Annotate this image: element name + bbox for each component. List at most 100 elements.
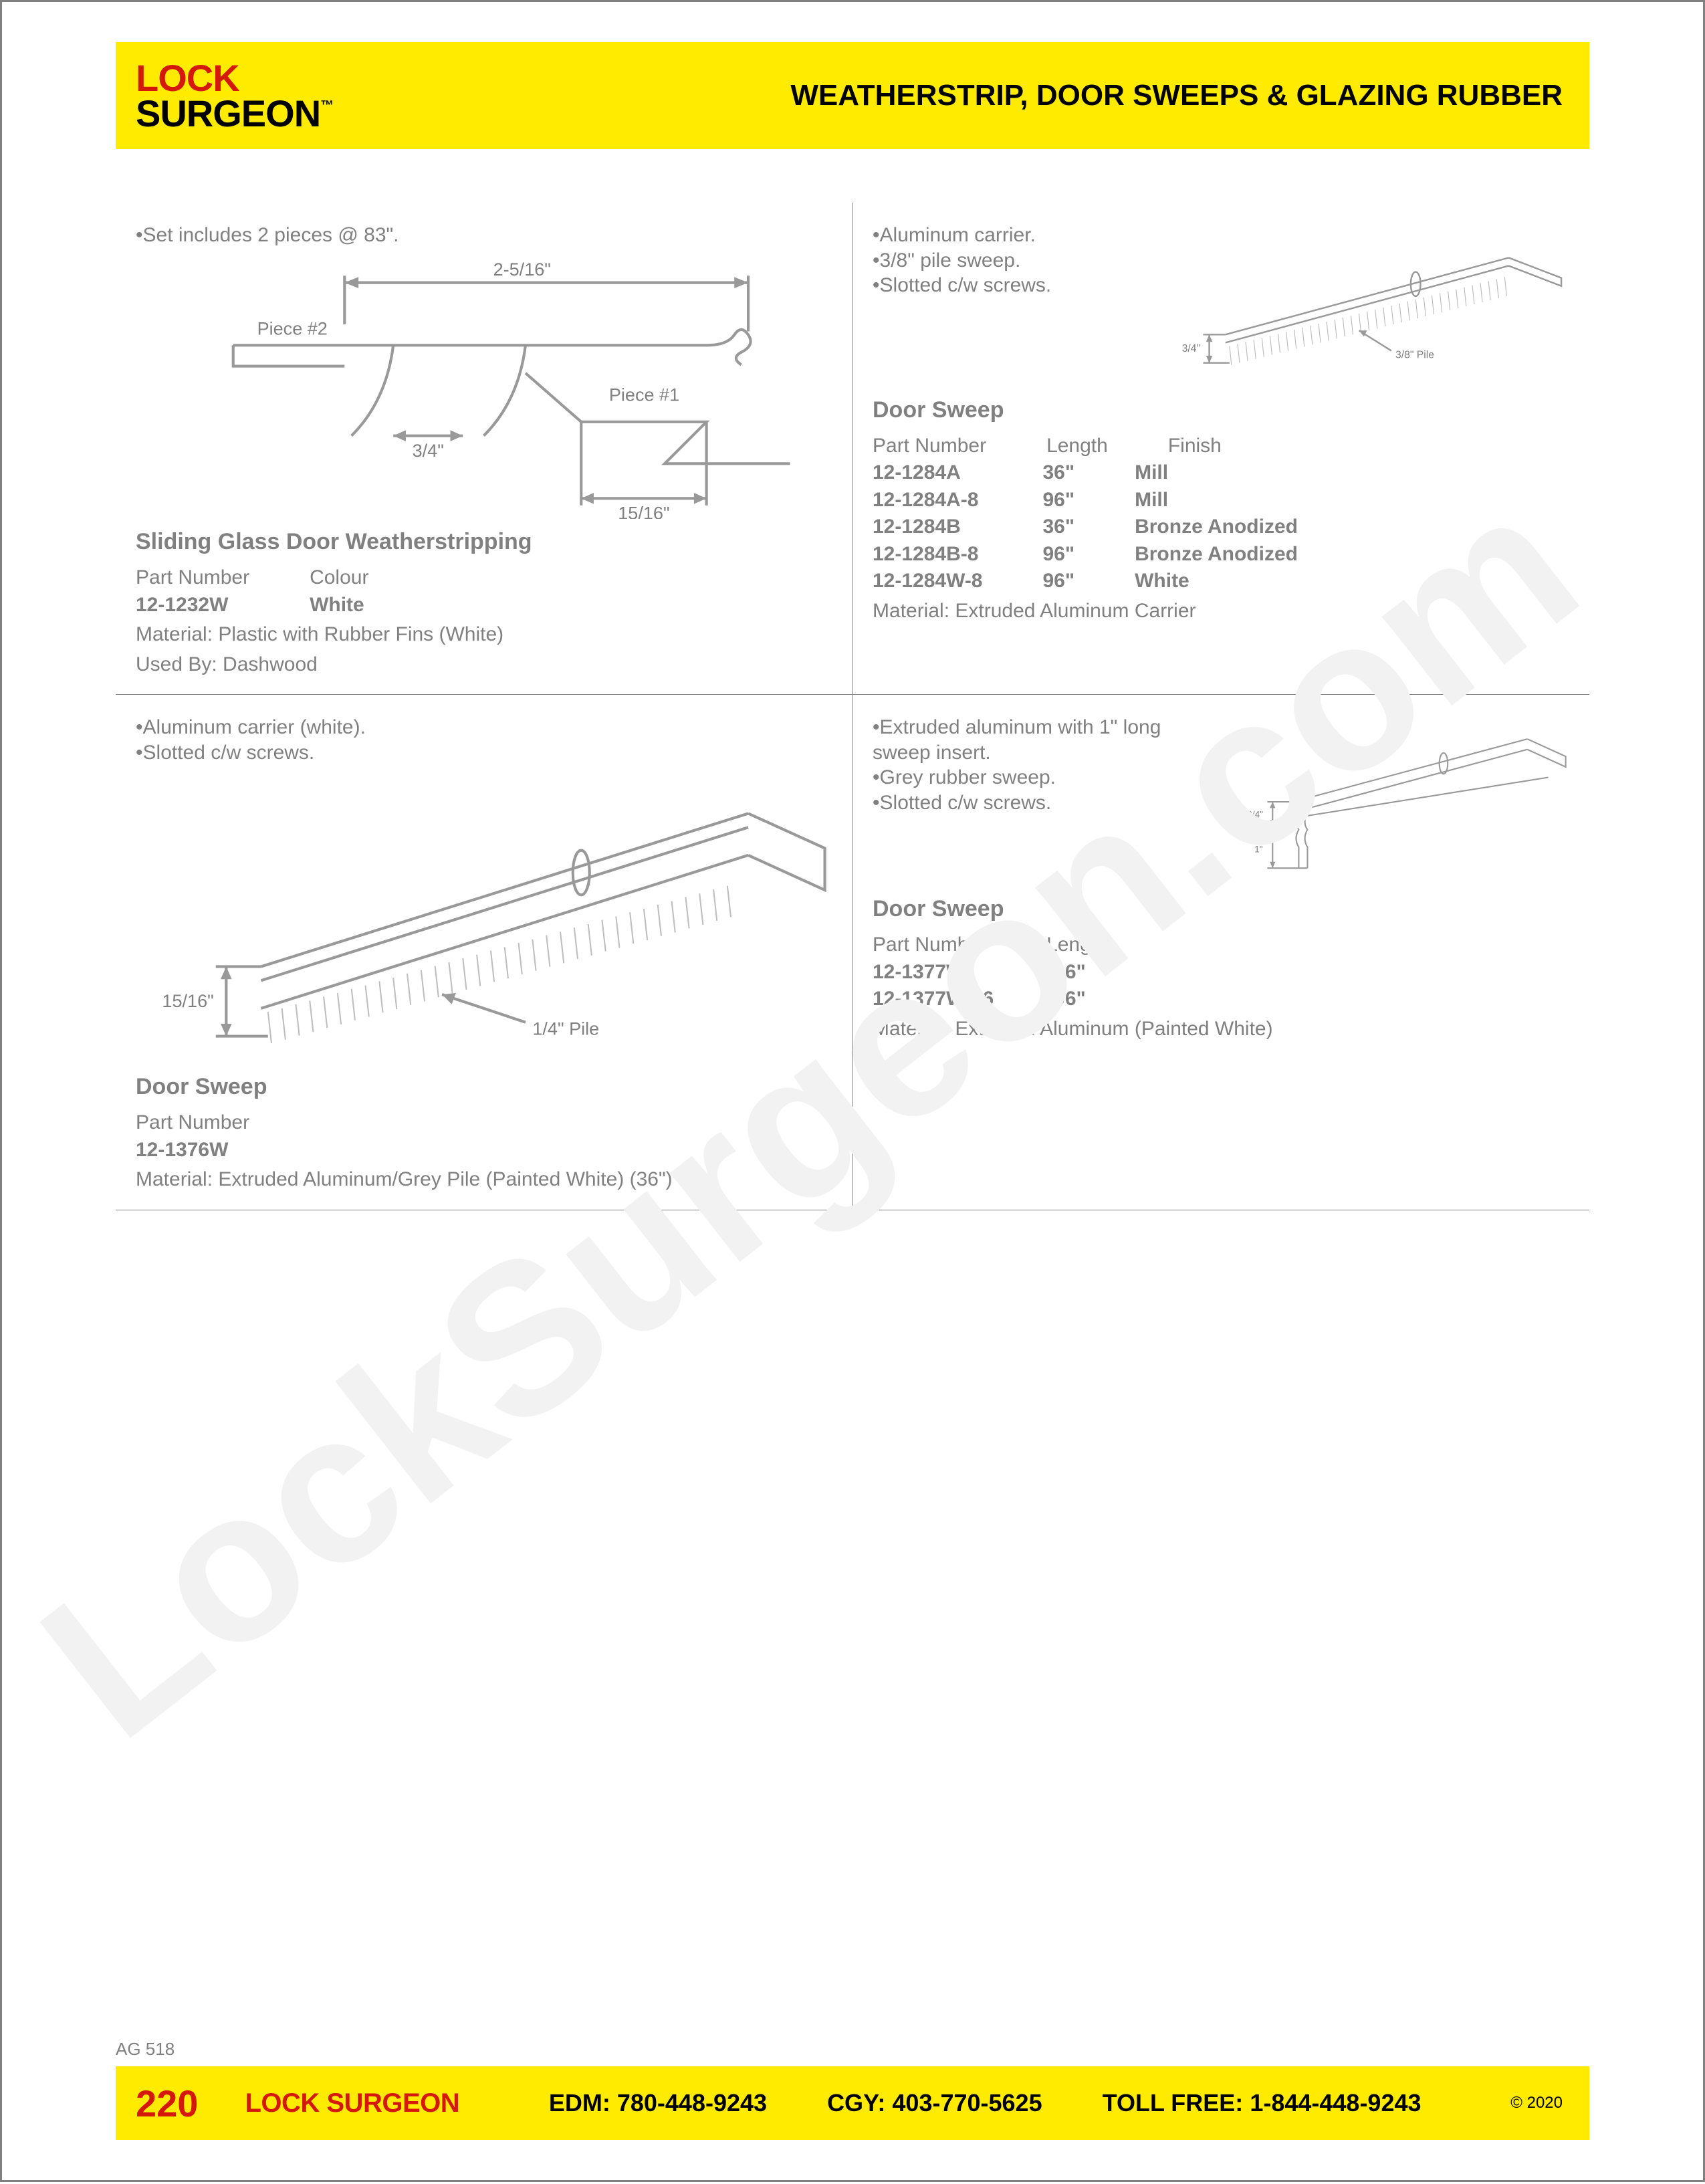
spec-row: 12-1377W36" [873, 959, 1146, 986]
spec-table: 12-1284A36"Mill12-1284A-896"Mill12-1284B… [873, 459, 1358, 595]
col-header: Length [1046, 433, 1168, 460]
col-header: Length [1046, 932, 1168, 959]
note-line: Aluminum carrier (white). [136, 715, 832, 740]
meta-line: Used By: Dashwood [136, 651, 832, 679]
part-number: 12-1284A-8 [873, 487, 1043, 514]
spec-value: 96" [1054, 986, 1146, 1013]
diagram-door-sweep-1376: 15/16" 1/4" Pile [136, 772, 832, 1067]
spec-value: White [310, 592, 429, 619]
content-area: Set includes 2 pieces @ 83". [116, 203, 1589, 2006]
svg-text:1/4" Pile: 1/4" Pile [532, 1019, 599, 1039]
copyright: © 2020 [1510, 2094, 1563, 2112]
spec-value: White [1135, 568, 1358, 595]
spec-row: 12-1284B-896"Bronze Anodized [873, 541, 1358, 568]
note-line: Set includes 2 pieces @ 83". [136, 223, 832, 248]
col-header: Part Number [136, 564, 310, 592]
part-number: 12-1377W-96 [873, 986, 1054, 1013]
spec-value: 36" [1043, 514, 1135, 541]
part-number: 12-1284B [873, 514, 1043, 541]
part-number: 12-1377W [873, 959, 1054, 986]
part-number: 12-1376W [136, 1137, 310, 1164]
meta-line: Material: Extruded Aluminum (Painted Whi… [873, 1016, 1569, 1043]
spec-value: 36" [1054, 959, 1146, 986]
col-header: Finish [1168, 433, 1282, 460]
contact-phone: 1-844-448-9243 [1250, 2089, 1421, 2116]
product-card-door-sweep-1377: Extruded aluminum with 1" long sweep ins… [852, 695, 1589, 1210]
note-line: Slotted c/w screws. [136, 740, 832, 766]
col-header: Colour [310, 564, 429, 592]
product-card-door-sweep-1376: Aluminum carrier (white). Slotted c/w sc… [116, 695, 852, 1210]
product-title: Sliding Glass Door Weatherstripping [136, 529, 832, 555]
note-line: Grey rubber sweep. [873, 765, 1207, 790]
note-line: Extruded aluminum with 1" long sweep ins… [873, 715, 1207, 765]
product-card-sliding-glass: Set includes 2 pieces @ 83". [116, 203, 852, 695]
col-header: Part Number [873, 433, 1046, 460]
svg-text:1": 1" [1254, 845, 1263, 855]
svg-text:3/4": 3/4" [1181, 343, 1200, 354]
svg-text:3/4": 3/4" [1248, 810, 1264, 820]
col-header: Part Number [136, 1109, 310, 1137]
meta-line: Material: Plastic with Rubber Fins (Whit… [136, 621, 832, 649]
product-notes: Aluminum carrier. 3/8" pile sweep. Slott… [873, 223, 1151, 298]
spec-table: Part Number Length [873, 932, 1168, 959]
svg-text:3/8" Pile: 3/8" Pile [1395, 349, 1434, 360]
spec-row: 12-1284A36"Mill [873, 459, 1358, 487]
contact-phone: 780-448-9243 [617, 2089, 767, 2116]
note-line: Slotted c/w screws. [873, 790, 1207, 816]
svg-text:Piece #2: Piece #2 [257, 318, 328, 338]
product-card-door-sweep-1284: Aluminum carrier. 3/8" pile sweep. Slott… [852, 203, 1589, 695]
spec-table: Part Number Length Finish [873, 433, 1282, 460]
note-line: 3/8" pile sweep. [873, 248, 1151, 274]
spec-row: 12-1376W [136, 1137, 310, 1164]
contact-phone: 403-770-5625 [892, 2089, 1042, 2116]
part-number: 12-1232W [136, 592, 310, 619]
page-number: 220 [136, 2082, 198, 2125]
contact-label: CGY: [827, 2089, 885, 2116]
header-band: LOCK SURGEON™ WEATHERSTRIP, DOOR SWEEPS … [116, 42, 1589, 149]
contact-label: EDM: [549, 2089, 610, 2116]
spec-row: 12-1284W-896"White [873, 568, 1358, 595]
logo-line2: SURGEON [136, 92, 320, 134]
spec-value: Mill [1135, 459, 1358, 487]
diagram-door-sweep-1377: 3/4" 1" [1220, 722, 1569, 885]
product-title: Door Sweep [873, 397, 1569, 423]
spec-value: 96" [1043, 568, 1135, 595]
footer-contacts: EDM: 780-448-9243 CGY: 403-770-5625 TOLL… [506, 2089, 1464, 2117]
spec-value: Bronze Anodized [1135, 514, 1358, 541]
note-line: Aluminum carrier. [873, 223, 1151, 248]
spec-row: 12-1284B36"Bronze Anodized [873, 514, 1358, 541]
footer-band: 220 LOCK SURGEON EDM: 780-448-9243 CGY: … [116, 2066, 1589, 2140]
part-number: 12-1284W-8 [873, 568, 1043, 595]
product-title: Door Sweep [873, 896, 1569, 922]
page-code: AG 518 [116, 2039, 175, 2060]
product-notes: Set includes 2 pieces @ 83". [136, 223, 832, 248]
spec-row: 12-1284A-896"Mill [873, 487, 1358, 514]
product-notes: Aluminum carrier (white). Slotted c/w sc… [136, 715, 832, 765]
diagram-sliding-glass: 2-5/16" Piece #2 3/4" Piece #1 15/16" [136, 255, 832, 523]
product-notes: Extruded aluminum with 1" long sweep ins… [873, 715, 1207, 815]
product-title: Door Sweep [136, 1074, 832, 1100]
meta-line: Material: Extruded Aluminum Carrier [873, 598, 1569, 625]
part-number: 12-1284A [873, 459, 1043, 487]
page-title: WEATHERSTRIP, DOOR SWEEPS & GLAZING RUBB… [790, 79, 1563, 112]
svg-text:15/16": 15/16" [618, 503, 669, 519]
spec-value: 36" [1043, 459, 1135, 487]
svg-text:Piece #1: Piece #1 [609, 385, 679, 405]
spec-table: 12-1377W36"12-1377W-9696" [873, 959, 1146, 1013]
spec-row: 12-1232W White [136, 592, 429, 619]
spec-value: Bronze Anodized [1135, 541, 1358, 568]
spec-table: Part Number Colour 12-1232W White [136, 564, 429, 619]
brand-logo: LOCK SURGEON™ [136, 60, 333, 131]
svg-text:2-5/16": 2-5/16" [493, 259, 551, 280]
footer-brand: LOCK SURGEON [245, 2088, 459, 2118]
svg-text:3/4": 3/4" [413, 440, 444, 460]
spec-value: 96" [1043, 541, 1135, 568]
contact-label: TOLL FREE: [1103, 2089, 1244, 2116]
spec-value: Mill [1135, 487, 1358, 514]
spec-table: Part Number 12-1376W [136, 1109, 310, 1164]
svg-text:15/16": 15/16" [162, 991, 213, 1011]
spec-value: 96" [1043, 487, 1135, 514]
diagram-door-sweep-1284: 3/4" 3/8" Pile [1165, 229, 1569, 387]
col-header: Part Number [873, 932, 1046, 959]
meta-line: Material: Extruded Aluminum/Grey Pile (P… [136, 1166, 832, 1194]
